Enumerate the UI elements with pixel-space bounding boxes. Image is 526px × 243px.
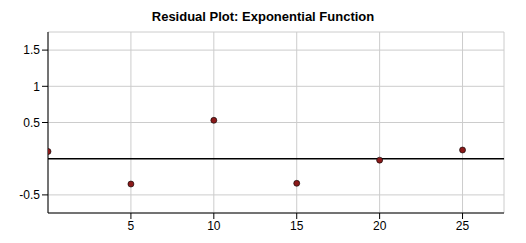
svg-text:25: 25 <box>456 219 470 233</box>
svg-text:-0.5: -0.5 <box>19 188 40 202</box>
svg-text:10: 10 <box>207 219 221 233</box>
svg-text:5: 5 <box>128 219 135 233</box>
svg-text:15: 15 <box>290 219 304 233</box>
svg-text:1.5: 1.5 <box>23 43 40 57</box>
svg-text:1: 1 <box>33 80 40 94</box>
svg-text:20: 20 <box>373 219 387 233</box>
svg-text:0.5: 0.5 <box>23 116 40 130</box>
html-text:Residual Plot: Exponential Fun: Residual Plot: Exponential Function <box>151 9 375 24</box>
